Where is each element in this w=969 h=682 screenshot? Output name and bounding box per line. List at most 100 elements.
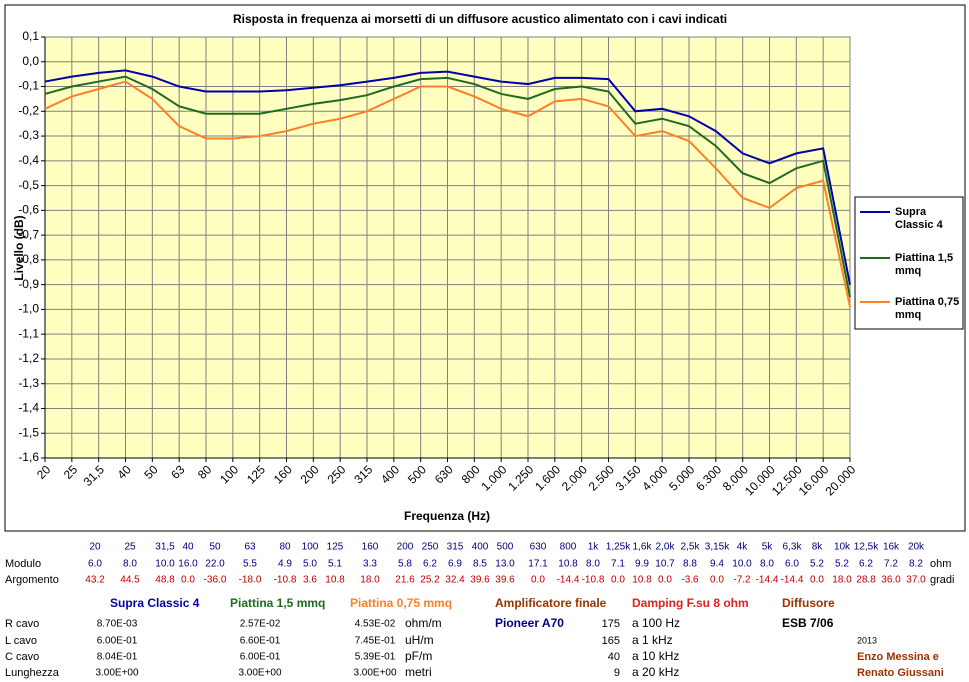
cable-header: Piattina 1,5 mmq (230, 596, 325, 610)
cable-unit: pF/m (405, 649, 432, 663)
cable-header: Supra Classic 4 (110, 596, 200, 610)
cell: -3.6 (681, 575, 699, 586)
freq-header: 250 (422, 542, 439, 553)
cable-value: 8.04E-01 (97, 652, 138, 663)
cell: 16.0 (178, 559, 198, 570)
cell: 0.0 (710, 575, 724, 586)
cell: 10.8 (558, 559, 578, 570)
cell: 6.0 (785, 559, 799, 570)
row-unit: gradi (930, 574, 954, 586)
cell: 6.2 (859, 559, 873, 570)
freq-header: 25 (124, 542, 136, 553)
amplifier-title: Amplificatore finale (495, 596, 607, 610)
freq-header: 16k (883, 542, 900, 553)
cell: -14.4 (557, 575, 580, 586)
cell: 32.4 (445, 575, 465, 586)
cell: 28.8 (856, 575, 876, 586)
y-tick-label: 0,1 (22, 29, 39, 43)
cell: 10.0 (155, 559, 175, 570)
y-tick-label: -1,0 (18, 302, 39, 316)
cell: 18.0 (832, 575, 852, 586)
freq-header: 2,5k (681, 542, 701, 553)
cable-value: 2.57E-02 (240, 619, 281, 630)
cell: -18.0 (239, 575, 262, 586)
y-tick-label: -0,3 (18, 128, 39, 142)
cable-unit: metri (405, 665, 432, 679)
cell: 39.6 (495, 575, 515, 586)
legend-label: Piattina 1,5 mmq (895, 252, 954, 277)
cable-value: 5.39E-01 (355, 652, 396, 663)
freq-header: 63 (244, 542, 256, 553)
y-tick-label: -0,9 (18, 277, 39, 291)
series-line (44, 80, 851, 308)
cell: 8.8 (683, 559, 697, 570)
x-axis-label: Frequenza (Hz) (404, 509, 490, 523)
cable-label: C cavo (5, 651, 39, 663)
freq-header: 20k (908, 542, 925, 553)
freq-header: 3,15k (705, 542, 730, 553)
cell: 48.8 (155, 575, 175, 586)
cell: 10.0 (732, 559, 752, 570)
cell: 39.6 (470, 575, 490, 586)
cell: 0.0 (611, 575, 625, 586)
cell: 43.2 (85, 575, 105, 586)
cell: -14.4 (756, 575, 779, 586)
cell: 5.0 (303, 559, 317, 570)
cell: 25.2 (420, 575, 440, 586)
amplifier-model: Pioneer A70 (495, 616, 564, 630)
cell: 37.0 (906, 575, 926, 586)
legend-label: Supra Classic 4 (895, 206, 943, 231)
damping-value: 175 (602, 618, 620, 630)
cell: -7.2 (733, 575, 751, 586)
damping-value: 40 (608, 651, 620, 663)
series-line (44, 69, 851, 285)
damping-title: Damping F.su 8 ohm (632, 596, 749, 610)
cable-label: L cavo (5, 635, 37, 647)
cell: 5.5 (243, 559, 257, 570)
cell: 8.2 (909, 559, 923, 570)
freq-header: 8k (812, 542, 824, 553)
cell: 0.0 (531, 575, 545, 586)
cable-unit: uH/m (405, 633, 434, 647)
freq-header: 160 (362, 542, 379, 553)
legend-box (854, 196, 964, 330)
y-tick-label: -1,5 (18, 425, 39, 439)
damping-label: a 10 kHz (632, 649, 679, 663)
freq-header: 125 (327, 542, 344, 553)
cable-value: 7.45E-01 (355, 636, 396, 647)
y-tick-label: -0,6 (18, 203, 39, 217)
freq-header: 50 (209, 542, 221, 553)
cable-value: 6.60E-01 (240, 636, 281, 647)
freq-header: 315 (447, 542, 464, 553)
cell: -14.4 (781, 575, 804, 586)
cell: -10.8 (582, 575, 605, 586)
cell: 8.5 (473, 559, 487, 570)
y-tick-label: -1,2 (18, 351, 39, 365)
y-tick-label: -0,5 (18, 178, 39, 192)
freq-header: 100 (302, 542, 319, 553)
cell: 7.1 (611, 559, 625, 570)
freq-header: 2,0k (656, 542, 676, 553)
cell: 18.0 (360, 575, 380, 586)
cell: 5.2 (835, 559, 849, 570)
cell: 8.0 (760, 559, 774, 570)
freq-header: 31,5 (155, 542, 175, 553)
damping-label: a 20 kHz (632, 665, 679, 679)
legend-label: Piattina 0,75 mmq (895, 296, 960, 321)
damping-value: 9 (614, 667, 620, 679)
freq-header: 10k (834, 542, 851, 553)
cell: 10.8 (632, 575, 652, 586)
cell: 8.0 (123, 559, 137, 570)
cell: 5.2 (810, 559, 824, 570)
y-tick-label: -1,4 (18, 401, 39, 415)
cell: 9.9 (635, 559, 649, 570)
cell: 36.0 (881, 575, 901, 586)
y-tick-label: -0,2 (18, 103, 39, 117)
cell: 9.4 (710, 559, 724, 570)
row-unit: ohm (930, 558, 951, 570)
credits-year: 2013 (857, 635, 877, 645)
row-label: Modulo (5, 558, 41, 570)
cell: 22.0 (205, 559, 225, 570)
